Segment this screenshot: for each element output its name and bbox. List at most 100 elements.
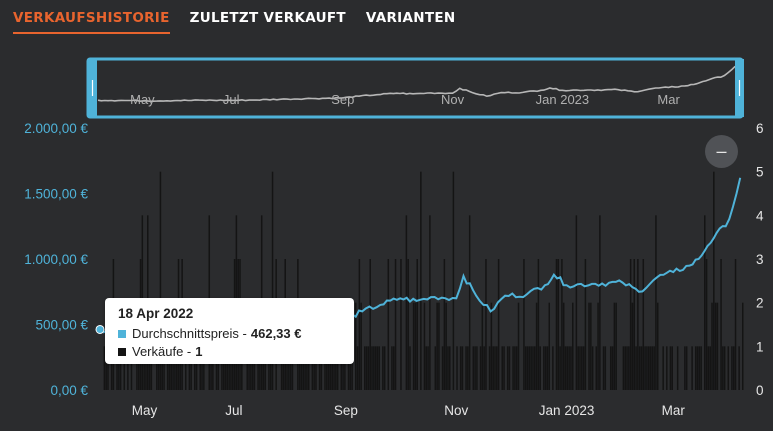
sales-bar [669, 346, 672, 390]
sales-bar [485, 259, 487, 390]
sales-bar [684, 346, 686, 390]
sales-bar [391, 346, 393, 390]
sales-bar [210, 346, 212, 390]
x-tick-label: Sep [334, 403, 358, 418]
sales-bar [148, 346, 151, 390]
sales-bar [392, 346, 395, 390]
sales-bar [157, 346, 160, 390]
sales-bar [651, 346, 654, 390]
sales-bar [412, 302, 415, 390]
sales-bar [405, 215, 408, 390]
tooltip-sales-row: Verkäufe - 1 [118, 343, 354, 361]
sales-bar [468, 215, 471, 390]
tooltip-date: 18 Apr 2022 [118, 306, 194, 321]
sales-bar [514, 346, 516, 390]
sales-bar [394, 259, 397, 390]
sales-bar [342, 346, 344, 390]
sales-bar [738, 346, 740, 390]
tab-verkaufshistorie[interactable]: VERKAUFSHISTORIE [13, 10, 170, 34]
sales-bar [557, 259, 560, 390]
sales-bar [110, 346, 113, 390]
sales-bar [166, 346, 169, 390]
sales-bar [653, 346, 655, 390]
sales-bar [253, 346, 256, 390]
sales-bar [611, 346, 614, 390]
sales-bar [694, 346, 697, 390]
sales-bar [662, 346, 664, 390]
sales-bar [742, 302, 744, 390]
sales-bar [496, 346, 498, 390]
y-right-tick-label: 2 [756, 296, 764, 311]
sales-bar [629, 259, 632, 390]
sales-bar [528, 346, 531, 390]
sales-bar [698, 346, 701, 390]
y-right-tick-label: 6 [756, 121, 764, 136]
sales-bar [201, 346, 203, 390]
sales-bar [367, 346, 370, 390]
sales-bar [655, 215, 657, 390]
sales-bar [324, 346, 326, 390]
sales-bar [163, 346, 165, 390]
sales-bar [534, 346, 536, 390]
sales-bar [347, 346, 350, 390]
sales-bar [622, 346, 625, 390]
reset-zoom-button[interactable]: – [705, 135, 738, 168]
navigator-tick-label: Jul [223, 92, 240, 107]
sales-bar [530, 346, 532, 390]
sales-bar [537, 259, 540, 390]
sales-bar [626, 346, 628, 390]
sales-bar [443, 259, 446, 390]
sales-bar [262, 346, 265, 390]
sales-bar [127, 346, 129, 390]
sales-bar [666, 346, 668, 390]
sales-bar [501, 346, 503, 390]
sales-bar [137, 346, 140, 390]
sales-bar [335, 346, 337, 390]
sales-bar [705, 259, 708, 390]
navigator-line [97, 65, 736, 103]
sales-bar [628, 346, 630, 390]
tab-zuletzt-verkauft[interactable]: ZULETZT VERKAUFT [189, 10, 346, 26]
sales-bar [548, 302, 551, 390]
sales-bar [566, 346, 569, 390]
sales-bar [716, 302, 719, 390]
sales-bar [461, 346, 464, 390]
sales-bar [228, 346, 230, 390]
sales-bar [696, 346, 699, 390]
navigator-tick-label: Nov [441, 92, 465, 107]
sales-bar [414, 302, 417, 390]
sales-bar [423, 302, 426, 390]
sales-bar [584, 259, 587, 390]
sales-bar [289, 346, 292, 390]
sales-bar [387, 259, 390, 390]
chart-tooltip: 18 Apr 2022 Durchschnittspreis - 462,33 … [105, 298, 354, 364]
x-tick-label: Jan 2023 [539, 403, 595, 418]
sales-bar [657, 302, 659, 390]
tab-varianten[interactable]: VARIANTEN [365, 10, 456, 26]
sales-bar [646, 346, 648, 390]
sales-bar [535, 302, 538, 390]
y-right-tick-label: 3 [756, 252, 764, 267]
sales-bar [425, 346, 428, 390]
sales-bar [105, 346, 107, 390]
sales-bar [474, 346, 476, 390]
sales-bar [562, 302, 565, 390]
sales-bar [116, 346, 118, 390]
sales-bar [194, 346, 196, 390]
sales-bar [269, 346, 272, 390]
x-tick-label: Nov [444, 403, 468, 418]
sales-bar [642, 259, 645, 390]
sales-bar [714, 302, 717, 390]
sales-bar [676, 346, 679, 390]
sales-bar [248, 346, 250, 390]
sales-bar [506, 346, 509, 390]
sales-bar [447, 346, 449, 390]
sales-bar [318, 346, 321, 390]
sales-bar [315, 346, 317, 390]
sales-bar [472, 346, 475, 390]
sales-bar [734, 259, 737, 390]
sales-bar [597, 302, 599, 390]
sales-bar [555, 259, 558, 390]
sales-bar [723, 346, 726, 390]
